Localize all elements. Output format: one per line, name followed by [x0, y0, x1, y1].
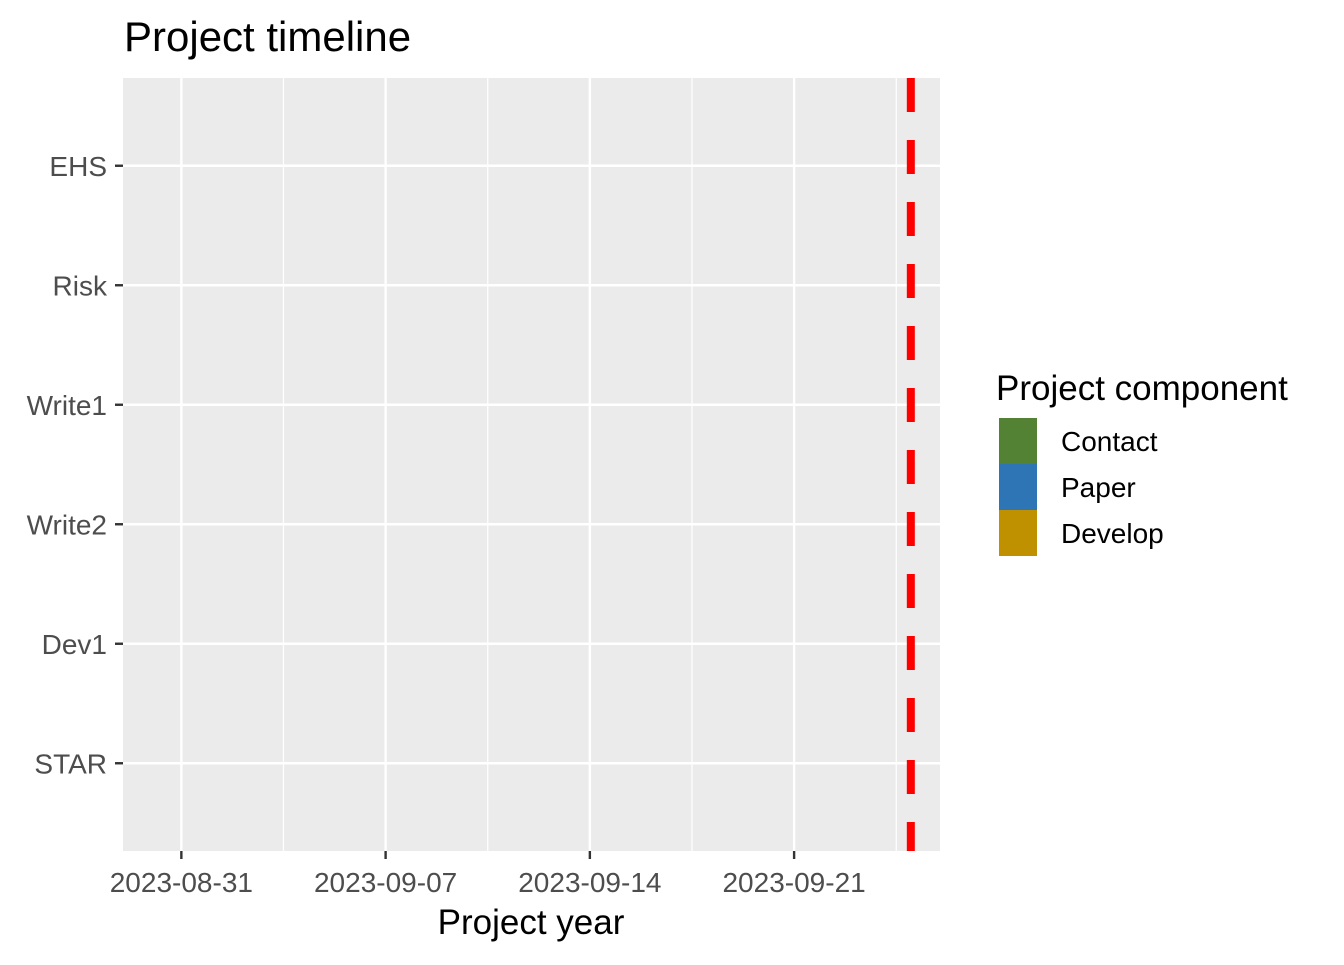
- legend-key-contact: [999, 418, 1037, 464]
- x-tick-label: 2023-09-14: [518, 867, 661, 898]
- y-tick-label: Risk: [53, 270, 108, 301]
- y-tick-label: STAR: [34, 748, 107, 779]
- x-axis: 2023-08-31 2023-09-07 2023-09-14 2023-09-21: [110, 851, 866, 898]
- x-tick-label: 2023-09-07: [314, 867, 457, 898]
- panel-background: [123, 78, 940, 851]
- legend: Project component Contact Paper Develop: [996, 369, 1288, 556]
- legend-key-develop: [999, 510, 1037, 556]
- y-tick-label: Write1: [27, 390, 107, 421]
- plot-panel: [123, 78, 940, 851]
- legend-title: Project component: [996, 369, 1288, 408]
- chart-title: Project timeline: [124, 13, 411, 60]
- y-tick-label: Write2: [27, 509, 107, 540]
- y-tick-label: EHS: [49, 151, 107, 182]
- x-axis-title: Project year: [438, 903, 625, 942]
- legend-label-develop: Develop: [1061, 518, 1164, 549]
- x-tick-label: 2023-09-21: [722, 867, 865, 898]
- legend-key-paper: [999, 464, 1037, 510]
- y-tick-label: Dev1: [42, 629, 107, 660]
- y-axis: EHS Risk Write1 Write2 Dev1 STAR: [27, 151, 123, 779]
- legend-label-paper: Paper: [1061, 472, 1136, 503]
- legend-label-contact: Contact: [1061, 426, 1158, 457]
- x-tick-label: 2023-08-31: [110, 867, 253, 898]
